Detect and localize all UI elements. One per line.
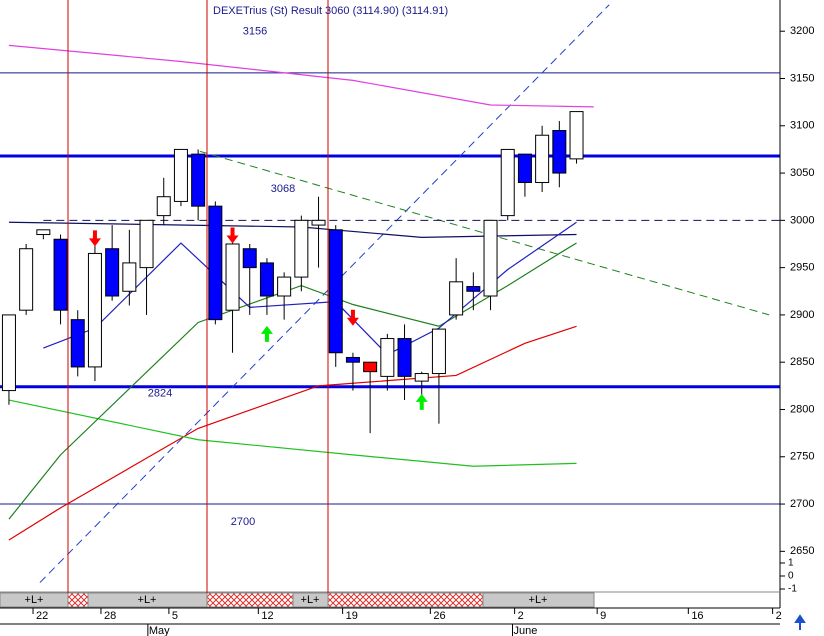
candle-body (328, 229, 343, 354)
candle-body (36, 229, 51, 236)
indicator-tick-label: -1 (788, 584, 797, 595)
band-label: +L+ (25, 594, 44, 606)
y-tick-label: 3000 (790, 214, 814, 226)
y-tick-label: 2750 (790, 451, 814, 463)
ma-line (8, 44, 594, 108)
candle-body (70, 319, 85, 368)
y-tick-label: 3200 (790, 25, 814, 37)
candle-body (1, 314, 16, 392)
trendline (199, 150, 770, 316)
band-segment (327, 592, 484, 608)
y-tick-label: 2700 (790, 498, 814, 510)
candle-body (552, 130, 567, 174)
candle-body (225, 243, 240, 311)
candle-body (294, 219, 309, 278)
band-segment (482, 592, 595, 608)
candle-body (466, 286, 481, 292)
y-tick-label: 2950 (790, 262, 814, 274)
candle-body (517, 153, 532, 184)
signal-arrow (226, 227, 239, 244)
candle-body (449, 281, 464, 316)
candle-body (87, 252, 102, 368)
level-label: 3068 (271, 183, 295, 195)
x-tick-label: 26 (433, 610, 445, 622)
band: +L+ +L+ +L+ +L+ (0, 592, 595, 608)
candle-body (363, 361, 378, 373)
scroll-arrow[interactable] (794, 614, 806, 630)
candle-body (139, 219, 154, 269)
y-tick-label: 3100 (790, 120, 814, 132)
y-tick-label: 2900 (790, 309, 814, 321)
ma-line (8, 242, 577, 520)
candle-body (122, 262, 137, 292)
x-tick-label: 16 (691, 610, 703, 622)
candle-body (277, 276, 292, 297)
level-label: 2700 (231, 516, 255, 528)
signal-arrow (260, 325, 273, 342)
signal-arrow (88, 230, 101, 247)
candle-body (208, 205, 223, 321)
candle-body (380, 338, 395, 377)
y-tick-label: 2650 (790, 545, 814, 557)
band-label: +L+ (301, 594, 320, 606)
ma-line (8, 221, 577, 238)
y-tick-label: 3050 (790, 167, 814, 179)
y-tick-label: 2850 (790, 356, 814, 368)
x-tick-label: 5 (172, 610, 178, 622)
ma-line (8, 325, 577, 541)
x-tick-label: 19 (346, 610, 358, 622)
candle-body (191, 153, 206, 207)
signal-arrow (346, 309, 359, 326)
indicator-tick-label: 0 (788, 571, 794, 582)
month-label: May (149, 625, 170, 636)
candle-body (535, 134, 550, 184)
x-tick-label: 22 (36, 610, 48, 622)
candle-body (259, 262, 274, 297)
x-tick-label: 2 (776, 610, 782, 622)
candle-body (156, 196, 171, 217)
candle-body (500, 148, 515, 217)
candle-body (53, 238, 68, 311)
candle-body (569, 111, 584, 160)
candle-body (414, 373, 429, 382)
candle-body (242, 248, 257, 269)
candle-body (345, 356, 360, 363)
chart-title: DEXETrius (St) Result 3060 (3114.90) (31… (213, 5, 448, 17)
x-tick-label: 2 (518, 610, 524, 622)
indicator-tick-label: 1 (788, 558, 794, 569)
x-tick-label: 28 (104, 610, 116, 622)
ma-line (8, 399, 577, 467)
candle-body (105, 248, 120, 297)
candle-body (19, 248, 34, 311)
y-tick-label: 2800 (790, 403, 814, 415)
level-label: 2824 (148, 388, 172, 400)
band-label: +L+ (529, 594, 548, 606)
y-tick-label: 3150 (790, 72, 814, 84)
candle-body (431, 328, 446, 375)
candle-body (397, 338, 412, 377)
vertical-markers (67, 0, 329, 593)
band-segment (206, 592, 294, 608)
month-label: June (513, 625, 537, 636)
level-label: 3156 (243, 26, 267, 38)
x-tick-label: 9 (600, 610, 606, 622)
x-tick-label: 12 (261, 610, 273, 622)
candle-body (483, 219, 498, 297)
band-label: +L+ (138, 594, 157, 606)
signal-arrow (415, 393, 428, 410)
candle-body (173, 148, 188, 202)
candle-body (311, 219, 326, 226)
plot-area (0, 4, 780, 583)
band-segment (67, 592, 89, 608)
